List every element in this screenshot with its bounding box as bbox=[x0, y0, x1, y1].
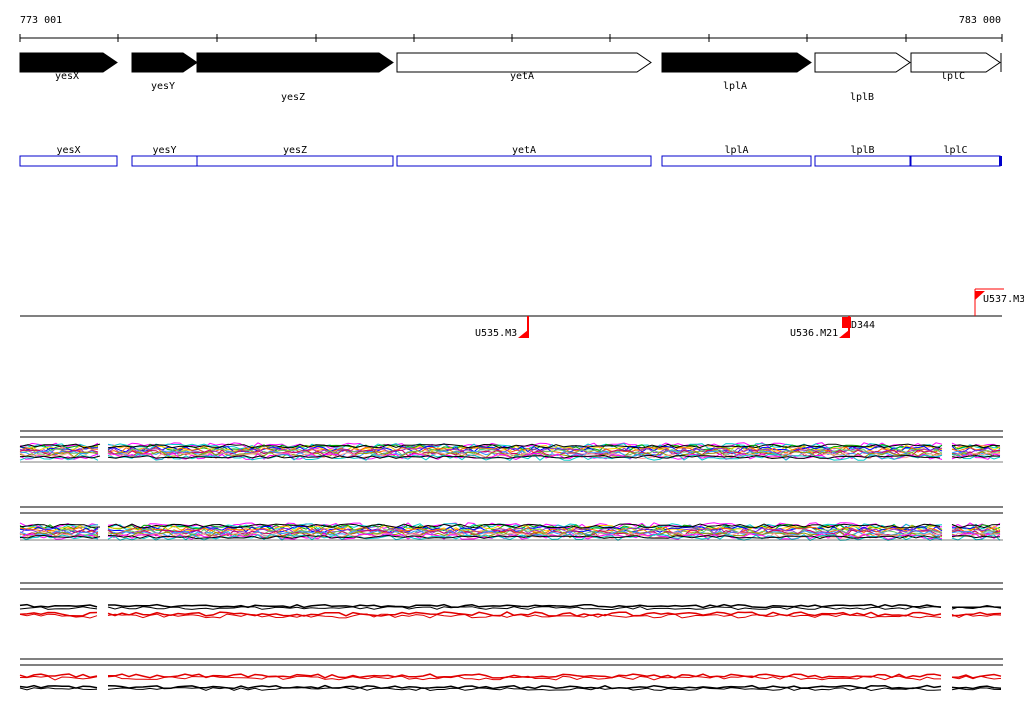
gene-arrow-yetA[interactable]: yetA bbox=[396, 52, 652, 82]
feature-label: U536.M21 bbox=[790, 328, 838, 339]
annotation-box-yesY[interactable]: yesY bbox=[131, 145, 198, 167]
gene-label: yesY bbox=[151, 81, 175, 92]
feature-label: U537.M3 bbox=[983, 294, 1024, 305]
gene-arrow-lplA[interactable]: lplA bbox=[661, 52, 812, 92]
annotation-box-yesZ[interactable]: yesZ bbox=[196, 145, 394, 167]
feature-marker-d344[interactable]: D344 bbox=[842, 317, 875, 331]
feature-marker-u535[interactable]: U535.M3 bbox=[475, 316, 529, 339]
profile-track-1 bbox=[19, 430, 1003, 463]
ruler-ticks bbox=[19, 34, 1003, 42]
feature-marker-u536[interactable]: U536.M21 bbox=[790, 316, 850, 339]
annotation-label: yesX bbox=[56, 145, 80, 156]
gene-label: lplC bbox=[941, 71, 965, 82]
feature-track: U535.M3 U536.M21 D344 U537.M3 bbox=[20, 288, 1024, 339]
annotation-label: lplC bbox=[943, 145, 967, 156]
expression-profiles bbox=[19, 430, 1003, 692]
gene-label: yetA bbox=[510, 71, 534, 82]
profile-track-4 bbox=[19, 658, 1003, 692]
annotation-label: lplA bbox=[724, 145, 748, 156]
ruler-end-label: 783 000 bbox=[959, 15, 1001, 26]
ruler-start-label: 773 001 bbox=[20, 15, 62, 26]
profile-track-3 bbox=[19, 582, 1003, 619]
coordinate-ruler: 773 001 783 000 bbox=[19, 15, 1003, 42]
gene-arrow-yesX[interactable]: yesX bbox=[19, 52, 118, 82]
annotation-label: yetA bbox=[512, 145, 536, 156]
feature-marker-u537[interactable]: U537.M3 bbox=[974, 288, 1024, 316]
gene-track: yesX yesY yesZ yetA lplA lplB lplC bbox=[19, 52, 1002, 103]
annotation-box-yesX[interactable]: yesX bbox=[19, 145, 118, 167]
feature-label: D344 bbox=[851, 320, 875, 331]
feature-label: U535.M3 bbox=[475, 328, 517, 339]
gene-arrow-yesZ[interactable]: yesZ bbox=[196, 52, 394, 103]
gene-label: yesZ bbox=[281, 92, 305, 103]
gene-label: yesX bbox=[55, 71, 79, 82]
annotation-label: yesZ bbox=[283, 145, 307, 156]
annotation-label: yesY bbox=[152, 145, 176, 156]
gene-arrow-lplB[interactable]: lplB bbox=[814, 52, 911, 103]
gene-label: lplB bbox=[850, 92, 874, 103]
gene-arrow-lplC[interactable]: lplC bbox=[910, 52, 1001, 82]
profile-track-2 bbox=[19, 506, 1003, 541]
annotation-box-lplA[interactable]: lplA bbox=[661, 145, 812, 167]
gene-arrow-yesY[interactable]: yesY bbox=[131, 52, 198, 92]
annotation-box-lplC[interactable]: lplC bbox=[910, 145, 1001, 167]
gene-label: lplA bbox=[723, 81, 747, 92]
annotation-label: lplB bbox=[850, 145, 874, 156]
annotation-box-lplB[interactable]: lplB bbox=[814, 145, 911, 167]
annotation-box-yetA[interactable]: yetA bbox=[396, 145, 652, 167]
annotation-track: yesX yesY yesZ yetA lplA lplB lplC bbox=[19, 145, 1002, 167]
